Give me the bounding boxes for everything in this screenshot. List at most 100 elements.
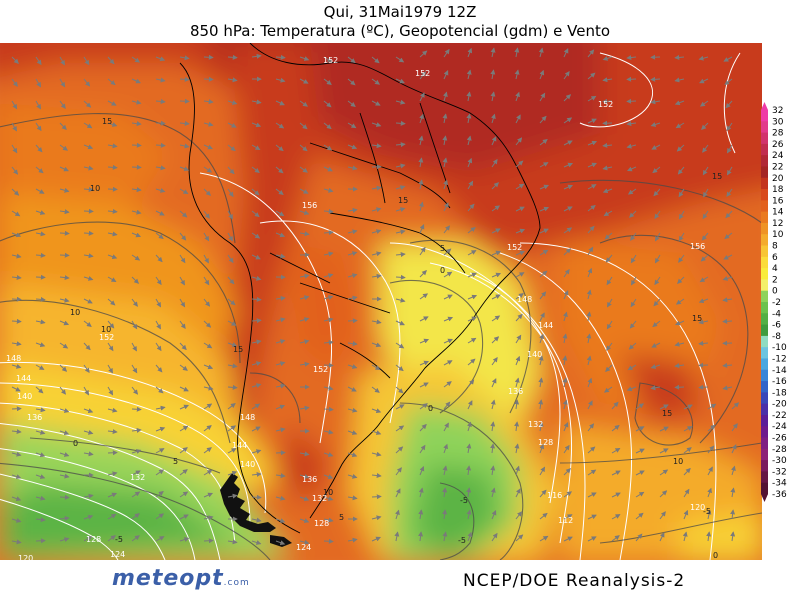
wind-arrow	[299, 100, 308, 107]
wind-arrow	[251, 449, 262, 454]
wind-arrow	[11, 210, 21, 217]
wind-arrow	[466, 113, 472, 124]
wind-arrow	[606, 276, 613, 286]
geopotential-label: 120	[690, 503, 705, 512]
wind-arrow	[347, 495, 358, 501]
wind-arrow	[419, 465, 425, 476]
wind-arrow	[563, 70, 570, 80]
wind-arrow	[699, 276, 709, 283]
wind-arrow	[675, 122, 685, 129]
wind-arrow	[371, 122, 382, 127]
wind-arrow	[515, 293, 524, 300]
wind-arrow	[155, 469, 165, 476]
wind-arrow	[611, 470, 621, 476]
wind-arrow	[155, 426, 166, 432]
wind-arrow	[347, 386, 357, 392]
wind-arrow	[395, 364, 404, 372]
wind-arrow	[11, 539, 22, 545]
wind-arrow	[652, 166, 661, 174]
wind-arrow	[227, 100, 238, 105]
wind-arrow	[179, 342, 187, 351]
wind-arrow	[59, 430, 70, 436]
wind-arrow	[299, 295, 310, 301]
wind-arrow	[563, 514, 573, 520]
wind-arrow	[724, 78, 733, 86]
wind-arrow	[299, 405, 310, 411]
wind-arrow	[323, 295, 334, 300]
wind-arrow	[606, 342, 613, 351]
wind-arrow	[83, 298, 93, 304]
wind-arrow	[131, 513, 140, 520]
wind-arrow	[275, 361, 286, 367]
wind-arrow	[83, 408, 94, 413]
wind-arrow	[443, 422, 449, 432]
colorbar-tick-label: 2	[772, 275, 778, 285]
wind-arrow	[395, 229, 406, 235]
wind-arrow	[395, 185, 406, 191]
wind-arrow	[179, 210, 188, 218]
wind-arrow	[652, 320, 661, 328]
wind-arrow	[539, 512, 548, 520]
geopotential-label: 144	[538, 321, 553, 330]
wind-arrow	[203, 54, 214, 60]
wind-arrow	[83, 100, 92, 108]
wind-arrow	[443, 401, 451, 410]
wind-arrow	[419, 316, 429, 322]
wind-arrow	[606, 320, 613, 330]
wind-arrow	[650, 364, 661, 369]
data-source-credit: NCEP/DOE Reanalysis-2	[463, 571, 686, 591]
wind-arrow	[587, 204, 596, 212]
wind-arrow	[490, 443, 496, 454]
geopotential-label: 132	[528, 420, 543, 429]
wind-arrow	[395, 467, 402, 476]
wind-arrow	[227, 403, 236, 410]
wind-arrow	[35, 342, 46, 347]
wind-arrow	[347, 452, 358, 457]
wind-arrow	[653, 298, 661, 307]
wind-arrow	[35, 407, 46, 413]
temperature-label: 15	[662, 409, 672, 418]
wind-arrow	[323, 474, 334, 480]
wind-arrow	[203, 254, 209, 264]
wind-arrow	[539, 228, 549, 234]
wind-arrow	[179, 76, 190, 82]
wind-arrow	[323, 317, 334, 323]
wind-arrow	[35, 429, 46, 435]
colorbar-tick-label: 6	[772, 253, 778, 263]
wind-arrow	[675, 320, 685, 326]
wind-arrow	[371, 56, 380, 64]
wind-arrow	[131, 78, 141, 84]
wind-arrow	[587, 536, 597, 542]
colorbar-swatch	[761, 437, 768, 450]
wind-arrow	[59, 122, 67, 131]
wind-arrow	[275, 518, 286, 523]
wind-arrow	[155, 405, 166, 411]
wind-arrow	[539, 291, 547, 300]
wind-arrow	[419, 382, 429, 388]
wind-arrow	[723, 254, 733, 260]
wind-arrow	[626, 55, 637, 61]
wind-arrow	[514, 443, 520, 454]
wind-arrow	[699, 100, 709, 107]
colorbar-tick-label: 8	[772, 242, 778, 252]
wind-arrow	[491, 378, 497, 388]
wind-arrow	[627, 188, 637, 195]
wind-arrow	[515, 534, 524, 542]
wind-arrow	[653, 188, 661, 197]
wind-arrow	[491, 336, 500, 344]
wind-arrow	[538, 421, 544, 432]
wind-arrow	[275, 144, 284, 152]
wind-arrow	[131, 427, 142, 433]
colorbar-tick-label: -6	[772, 321, 781, 331]
wind-arrow	[467, 250, 477, 256]
wind-arrow	[275, 540, 286, 545]
wind-arrow	[11, 451, 22, 457]
geopotential-label: 136	[27, 413, 42, 422]
wind-arrow	[587, 246, 594, 256]
wind-arrow	[539, 466, 546, 476]
wind-vectors	[11, 47, 740, 545]
wind-arrow	[371, 386, 380, 393]
wind-arrow	[467, 180, 474, 190]
wind-arrow	[419, 423, 427, 432]
wind-arrow	[59, 537, 70, 542]
